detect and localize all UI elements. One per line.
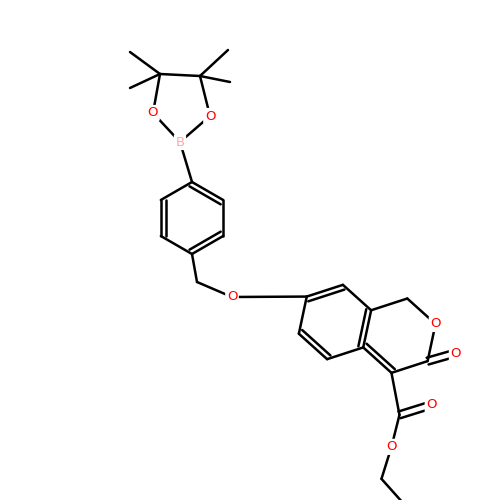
Text: O: O	[148, 106, 158, 120]
Text: O: O	[386, 440, 396, 454]
Text: O: O	[426, 398, 436, 411]
Text: O: O	[205, 110, 215, 122]
Text: O: O	[450, 346, 461, 360]
Text: O: O	[227, 290, 237, 304]
Text: B: B	[176, 136, 184, 148]
Text: O: O	[430, 318, 441, 330]
